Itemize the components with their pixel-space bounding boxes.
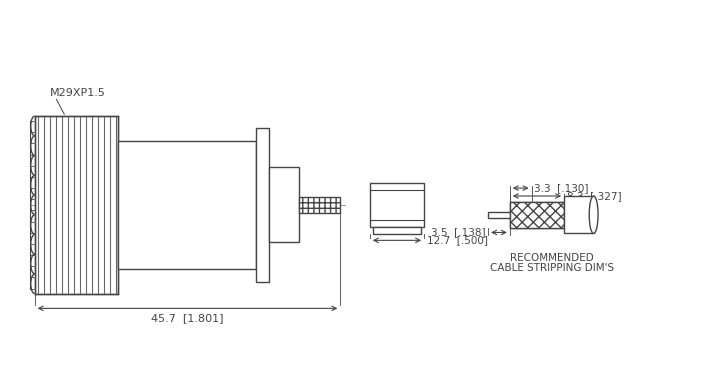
Bar [119,141,256,269]
Bar [299,197,341,213]
Text: CABLE STRIPPING DIM'S: CABLE STRIPPING DIM'S [490,263,613,273]
Bar [510,202,564,227]
Bar [488,212,510,218]
Text: 3.5  [.138]: 3.5 [.138] [431,227,485,238]
Bar [269,167,299,242]
Bar [510,202,564,227]
Bar [35,116,119,294]
Text: 45.7  [1.801]: 45.7 [1.801] [151,313,224,323]
Text: RECOMMENDED: RECOMMENDED [510,253,593,263]
Text: 12.7  [.500]: 12.7 [.500] [427,235,488,245]
Bar [373,227,421,234]
Bar [370,183,424,227]
Bar [256,128,269,282]
Bar [564,196,593,234]
Ellipse shape [589,196,598,234]
Text: 3.3  [.130]: 3.3 [.130] [534,183,589,193]
Text: M29XP1.5: M29XP1.5 [50,89,105,98]
Text: 8.3  [.327]: 8.3 [.327] [567,191,621,201]
